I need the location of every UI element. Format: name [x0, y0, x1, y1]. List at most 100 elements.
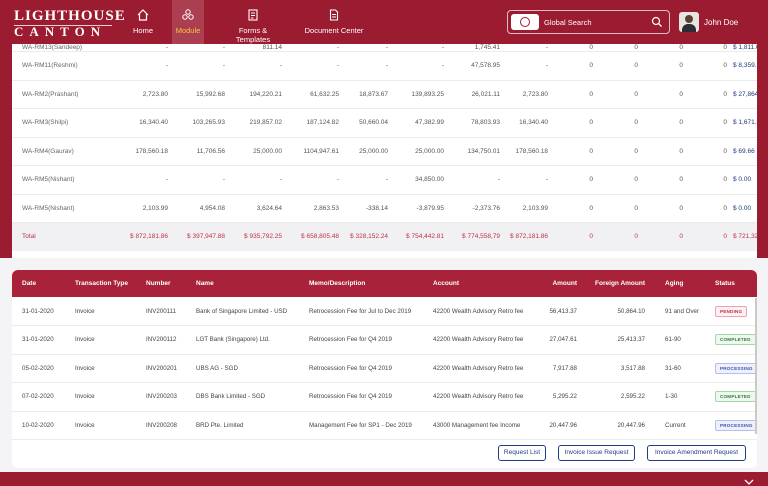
- search-icon[interactable]: [651, 16, 663, 28]
- brand-logo[interactable]: LIGHTHOUSE CANTON: [14, 9, 126, 38]
- column-header-account[interactable]: Account: [423, 270, 523, 297]
- table-row[interactable]: 31-01-2020 Invoice INV200112 LGT Bank (Sing…: [12, 325, 757, 355]
- search-input[interactable]: [544, 14, 654, 30]
- summary-cell: 0: [599, 44, 644, 52]
- invoice-cell-status: COMPLETED: [705, 325, 757, 355]
- summary-cell: 2,723.80: [506, 80, 554, 109]
- invoice-cell-memo: Retrocession Fee for Q4 2019: [299, 382, 423, 412]
- column-header-foreign-amount[interactable]: Foreign Amount: [587, 270, 655, 297]
- summary-cell: 0: [599, 137, 644, 166]
- column-header-status[interactable]: Status: [705, 270, 757, 297]
- summary-cell: 0: [689, 165, 733, 195]
- summary-cell: -: [506, 44, 554, 52]
- invoice-cell-aging: 1-30: [655, 382, 705, 412]
- summary-cell: $ 754,442.81: [394, 222, 450, 251]
- invoice-cell-amount: 7,917.88: [523, 354, 587, 383]
- summary-row-total: $ 0.00: [733, 165, 757, 195]
- column-header-name[interactable]: Name: [186, 270, 299, 297]
- invoice-cell-account: 42200 Wealth Advisory Retro fee: [423, 297, 523, 326]
- column-header-memo-description[interactable]: Memo/Description: [299, 270, 423, 297]
- summary-row-name: Total: [12, 222, 117, 251]
- summary-row-name: WA-RM3(Shilpi): [12, 108, 117, 138]
- invoice-cell-number: INV200111: [136, 297, 186, 326]
- summary-row: WA-RM3(Shilpi) 16,340.40 103,265.93 219,857…: [12, 108, 757, 138]
- nav-item-home[interactable]: Home: [128, 0, 158, 46]
- invoice-header-row: Date Transaction Type Number Name Memo/Descr…: [12, 270, 757, 297]
- table-row[interactable]: 05-02-2020 Invoice INV200201 UBS AG - SGD Re…: [12, 354, 757, 383]
- summary-cell: 16,340.40: [117, 108, 174, 138]
- summary-cell: 0: [599, 80, 644, 109]
- invoice-cell-amount: 5,295.22: [523, 382, 587, 412]
- summary-cell: 103,265.93: [174, 108, 231, 138]
- nav-item-document-center[interactable]: Document Center: [303, 0, 365, 46]
- invoice-cell-foreign: 2,595.22: [587, 382, 655, 412]
- summary-row-total: $ 1,671.84: [733, 108, 757, 138]
- status-badge: PROCESSING: [715, 362, 757, 374]
- column-header-amount[interactable]: Amount: [523, 270, 587, 297]
- summary-cell: 0: [644, 108, 689, 138]
- summary-row-name: WA-RM13(Sandeep): [12, 44, 117, 52]
- invoice-cell-memo: Retrocession Fee for Q4 2019: [299, 325, 423, 355]
- table-row[interactable]: 31-01-2020 Invoice INV200111 Bank of Singap…: [12, 297, 757, 326]
- summary-cell: 50,660.04: [345, 108, 394, 138]
- summary-row-total: $ 27,864.00: [733, 80, 757, 109]
- invoice-cell-memo: Management Fee for SP1 - Dec 2019: [299, 411, 423, 440]
- summary-cell: 0: [599, 108, 644, 138]
- invoice-issue-request-button[interactable]: Invoice Issue Request: [558, 445, 635, 461]
- brand-line2: CANTON: [14, 24, 107, 39]
- table-row[interactable]: 07-02-2020 Invoice INV200203 DBS Bank Limit…: [12, 382, 757, 412]
- nav-item-module[interactable]: Module: [172, 0, 204, 46]
- summary-cell: $ 658,805.48: [288, 222, 345, 251]
- column-header-date[interactable]: Date: [12, 270, 65, 297]
- invoice-cell-foreign: 25,413.37: [587, 325, 655, 355]
- invoice-cell-memo: Retrocession Fee for Q4 2019: [299, 354, 423, 383]
- search-scope-icon[interactable]: [511, 14, 539, 30]
- summary-cell: -: [174, 165, 231, 195]
- summary-cell: 47,578.95: [450, 51, 506, 81]
- summary-row: WA-RM5(Nishant) 2,103.99 4,954.08 3,624.64 2…: [12, 194, 757, 223]
- document-icon: [329, 9, 339, 21]
- invoice-cell-aging: 61-90: [655, 325, 705, 355]
- status-badge: COMPLETED: [715, 334, 756, 346]
- brand-divider: [14, 25, 112, 26]
- summary-cell: 0: [554, 194, 599, 223]
- nav-item-forms[interactable]: Forms & Templates: [222, 0, 284, 46]
- column-header-number[interactable]: Number: [136, 270, 186, 297]
- invoice-cell-date: 31-01-2020: [12, 325, 65, 355]
- summary-cell: -2,373.76: [450, 194, 506, 223]
- invoice-scrollbar[interactable]: [755, 298, 757, 434]
- summary-cell: 0: [689, 194, 733, 223]
- summary-cell: -: [117, 44, 174, 52]
- summary-cell: 0: [599, 51, 644, 81]
- column-header-transaction-type[interactable]: Transaction Type: [65, 270, 136, 297]
- summary-cell: 34,850.00: [394, 165, 450, 195]
- invoice-amendment-request-button[interactable]: Invoice Amendment Request: [647, 445, 746, 461]
- nav-label-forms: Forms & Templates: [235, 26, 271, 44]
- summary-cell: -: [174, 44, 231, 52]
- summary-cell: 61,632.25: [288, 80, 345, 109]
- invoice-cell-type: Invoice: [65, 411, 136, 440]
- summary-cell: -: [288, 165, 345, 195]
- summary-cell: 0: [554, 165, 599, 195]
- summary-cell: 26,021.11: [450, 80, 506, 109]
- invoice-cell-status: PROCESSING: [705, 411, 757, 440]
- summary-cell: 2,863.53: [288, 194, 345, 223]
- summary-row-name: WA-RM4(Gaurav): [12, 137, 117, 166]
- invoice-cell-amount: 20,447.96: [523, 411, 587, 440]
- summary-cell: -: [394, 51, 450, 81]
- summary-row-name: WA-RM5(Nishant): [12, 194, 117, 223]
- request-list-button[interactable]: Request List: [498, 445, 546, 461]
- summary-cell: 0: [689, 51, 733, 81]
- column-header-aging[interactable]: Aging: [655, 270, 705, 297]
- summary-cell: 0: [599, 222, 644, 251]
- invoice-cell-number: INV200112: [136, 325, 186, 355]
- invoice-cell-name: DBS Bank Limited - SGD: [186, 382, 299, 412]
- summary-cell: 3,624.64: [231, 194, 288, 223]
- summary-row-total: $ 0.00: [733, 194, 757, 223]
- invoice-cell-amount: 27,047.61: [523, 325, 587, 355]
- chevron-down-icon[interactable]: [743, 478, 755, 486]
- table-row[interactable]: 10-02-2020 Invoice INV200208 BRD Pte. Limit…: [12, 411, 757, 440]
- invoice-cell-foreign: 3,517.88: [587, 354, 655, 383]
- summary-cell: 11,706.56: [174, 137, 231, 166]
- summary-cell: 139,893.25: [394, 80, 450, 109]
